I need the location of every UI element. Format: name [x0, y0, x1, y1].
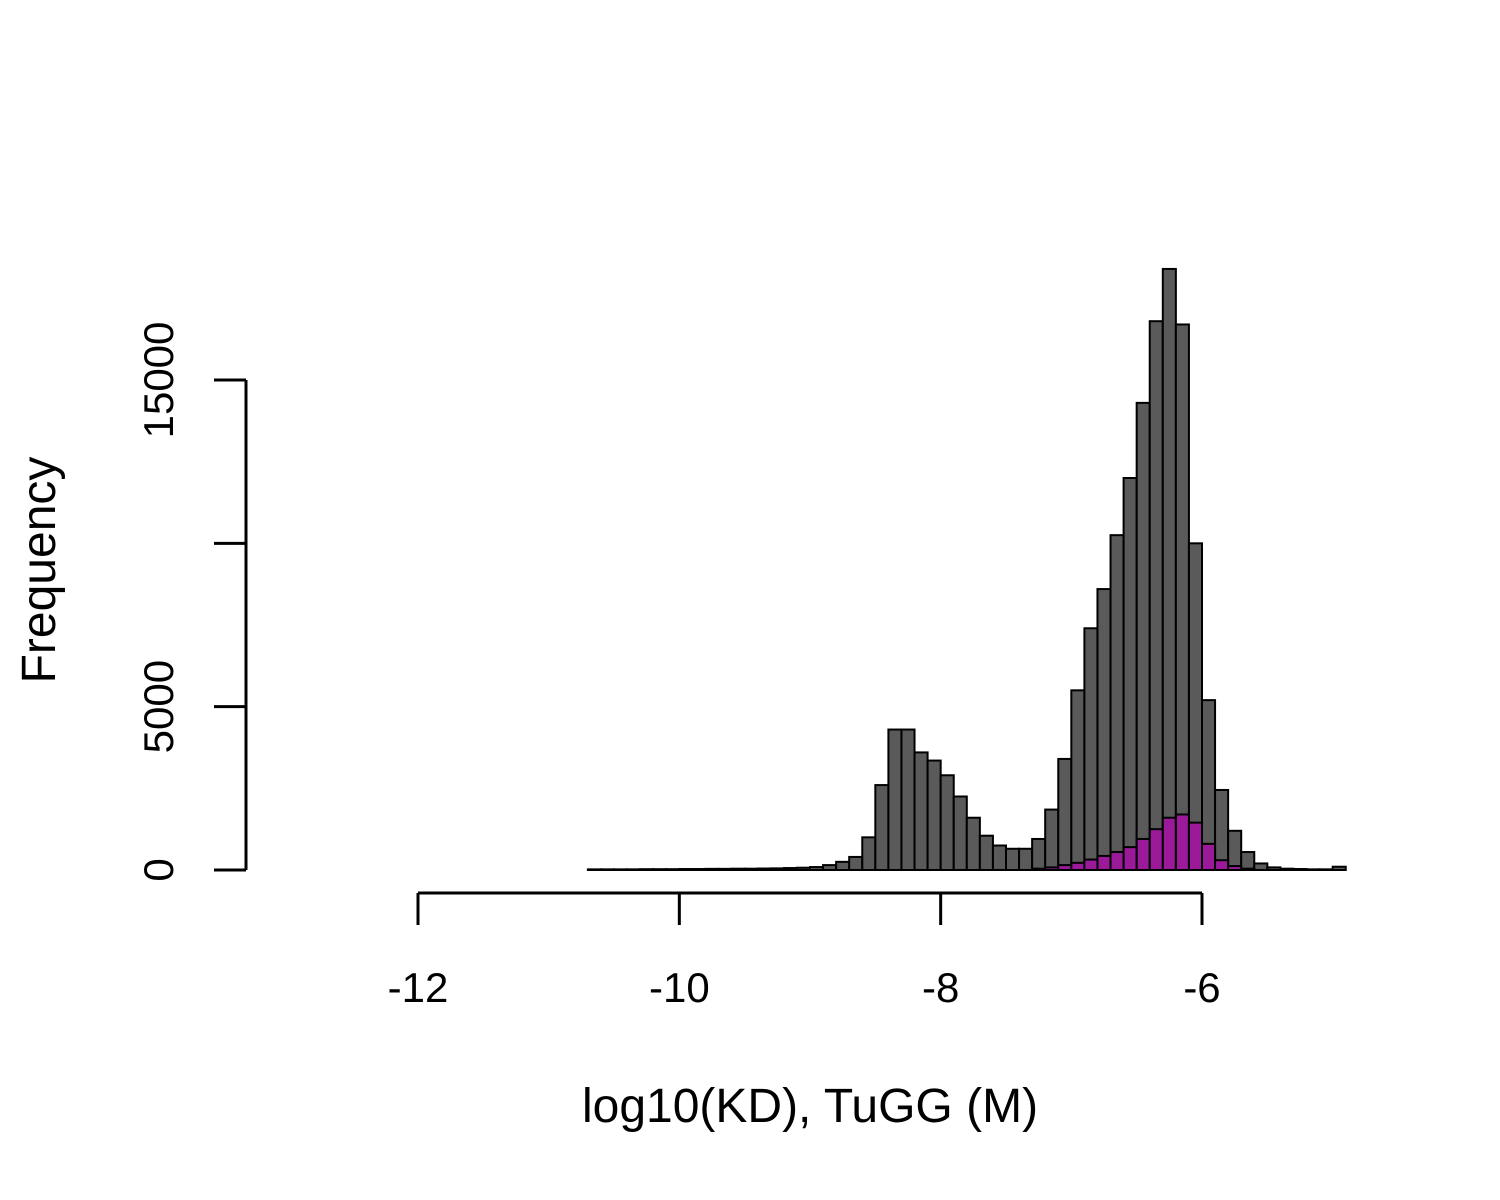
histogram-bar	[1187, 542, 1204, 871]
histogram-bar	[717, 867, 733, 872]
histogram-bar	[1174, 813, 1190, 872]
histogram-bar	[1057, 864, 1073, 871]
histogram-bar	[639, 868, 655, 872]
x-axis: -12 -10 -8 -6	[388, 891, 1221, 1011]
histogram-bar	[704, 867, 720, 872]
histogram-bar	[926, 759, 942, 871]
histogram-bar	[939, 774, 955, 871]
histogram-bar	[1083, 627, 1099, 871]
histogram-bar	[900, 728, 916, 871]
histogram-bar	[1161, 267, 1177, 871]
histogram-bar	[1174, 323, 1190, 871]
histogram-bar	[1083, 858, 1099, 872]
histogram-bar	[743, 867, 759, 872]
histogram-bar	[1070, 861, 1086, 872]
histogram-bar	[599, 868, 616, 872]
histogram-bar	[678, 868, 694, 872]
histogram-bar	[1201, 842, 1217, 871]
histogram-bar	[1044, 866, 1060, 871]
x-axis-title: log10(KD), TuGG (M)	[582, 1080, 1038, 1133]
histogram-bar	[586, 868, 602, 872]
histogram-bar	[978, 834, 994, 872]
histogram-bar	[1266, 866, 1282, 871]
histogram-bar	[1109, 851, 1125, 871]
histogram-bar	[1096, 588, 1112, 871]
x-tick-label: -6	[1183, 964, 1220, 1011]
histogram-bar	[613, 868, 629, 872]
histogram-bar	[1018, 847, 1034, 871]
histogram-bar	[952, 795, 968, 871]
histogram-bar	[809, 866, 825, 871]
histogram-bar	[1305, 868, 1321, 872]
histogram-bar	[835, 860, 851, 871]
histogram-bar	[652, 868, 668, 872]
histogram-bar	[1214, 859, 1230, 872]
histogram-bar	[1109, 534, 1125, 872]
histogram-bar	[965, 816, 981, 872]
x-tick-label: -12	[388, 964, 449, 1011]
histogram-bar	[887, 728, 903, 871]
histogram-bars	[586, 267, 1347, 872]
histogram-bar	[874, 784, 890, 871]
histogram-bar	[822, 864, 838, 871]
histogram-bar	[1135, 837, 1151, 872]
x-tick-label: -10	[649, 964, 710, 1011]
histogram-bar	[756, 867, 772, 872]
histogram-bar	[861, 836, 877, 871]
histogram-bar	[1161, 816, 1177, 872]
histogram-bar	[1122, 477, 1138, 871]
histogram-bar	[1148, 320, 1164, 871]
histogram-bar	[1318, 868, 1334, 872]
histogram-bar	[691, 868, 707, 872]
histogram-bar	[1253, 862, 1269, 872]
y-axis-title: Frequency	[13, 457, 66, 684]
y-tick-label: 5000	[135, 660, 182, 753]
histogram-bar	[1122, 846, 1138, 872]
histogram-bar	[1057, 757, 1073, 872]
histogram-bar	[1135, 401, 1151, 871]
y-axis: 0 5000 15000	[135, 322, 248, 882]
histogram-bar	[1227, 829, 1243, 871]
histogram-bar	[730, 867, 746, 872]
histogram-bar	[1031, 867, 1047, 872]
histogram-bar	[626, 868, 642, 872]
histogram-bar	[1187, 821, 1204, 872]
y-tick-label: 0	[135, 858, 182, 881]
histogram-bar	[1214, 788, 1230, 872]
histogram-bar	[1031, 837, 1047, 872]
histogram-bar	[795, 866, 812, 871]
histogram-bar	[1005, 847, 1021, 871]
histogram-bar	[665, 868, 681, 872]
histogram-bar	[848, 855, 864, 872]
histogram-bar	[1331, 865, 1347, 872]
y-tick-label: 15000	[135, 322, 182, 439]
histogram-bar	[769, 867, 785, 871]
histogram-bar	[782, 867, 798, 871]
histogram-bar	[1279, 867, 1295, 872]
histogram-bar	[1240, 867, 1256, 872]
histogram-bar	[1227, 865, 1243, 872]
histogram-bar	[1240, 851, 1256, 871]
histogram-bar	[1148, 828, 1164, 872]
histogram-bar	[1070, 689, 1086, 871]
histogram-bar	[991, 844, 1008, 871]
histogram-bar	[1044, 808, 1060, 871]
histogram-bar	[913, 751, 929, 872]
histogram-bar	[1096, 854, 1112, 871]
histogram-bar	[1292, 868, 1308, 872]
x-tick-label: -8	[922, 964, 959, 1011]
